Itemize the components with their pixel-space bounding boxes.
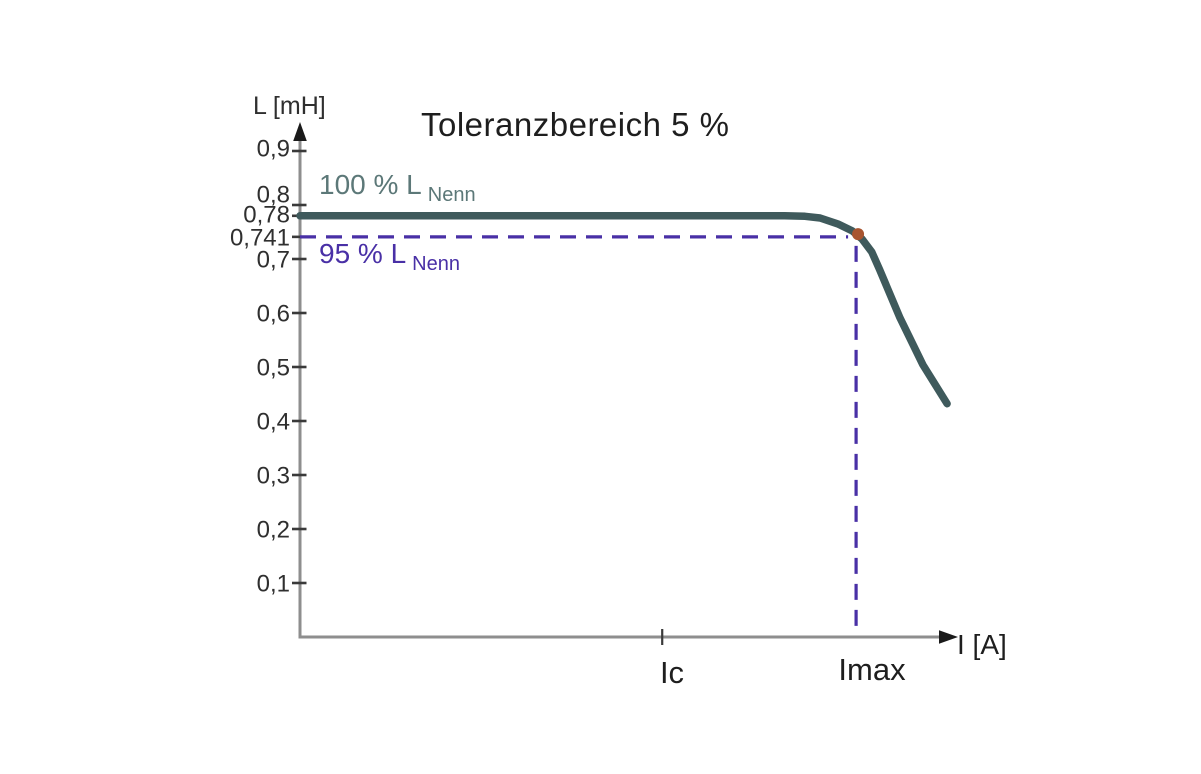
- annotation-100-text: 100 % L: [319, 169, 422, 200]
- y-tick-label-0,9: 0,9: [257, 136, 290, 163]
- y-axis-arrowhead-icon: [293, 122, 307, 141]
- x-tick-label-imax: Imax: [838, 652, 906, 687]
- y-tick-label-0,6: 0,6: [257, 301, 290, 328]
- y-tick-label-0,78: 0,78: [243, 201, 290, 228]
- y-tick-label-0,3: 0,3: [257, 463, 290, 490]
- y-tick-label-0,8: 0,8: [257, 182, 290, 209]
- x-tick-label-ic: Ic: [659, 655, 685, 690]
- annotation-95-text: 95 % L: [319, 238, 407, 269]
- annotation-100-subscript: Nenn: [427, 184, 476, 206]
- y-tick-label-0,5: 0,5: [257, 355, 290, 382]
- x-axis-label: I [A]: [957, 629, 1007, 660]
- y-tick-label-0,7: 0,7: [257, 247, 290, 274]
- y-axis-label: L [mH]: [253, 92, 326, 120]
- annotation-95-subscript: Nenn: [412, 253, 460, 275]
- y-tick-label-0,4: 0,4: [257, 409, 290, 436]
- tolerance-point-marker: [852, 228, 865, 241]
- annotation-100-percent-nominal: 100 % L Nenn: [319, 169, 476, 206]
- y-tick-label-0,741: 0,741: [230, 224, 290, 251]
- y-tick-label-0,2: 0,2: [257, 517, 290, 544]
- chart-title: Toleranzbereich 5 %: [421, 106, 730, 143]
- annotation-95-percent-tolerance: 95 % L Nenn: [319, 238, 460, 275]
- x-axis-arrowhead-icon: [939, 630, 958, 644]
- y-tick-label-0,1: 0,1: [257, 571, 290, 598]
